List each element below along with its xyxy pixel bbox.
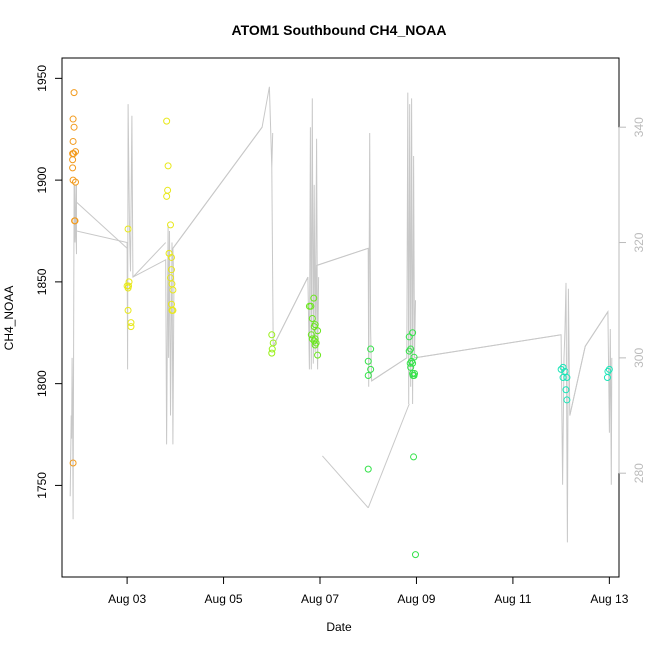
y-tick-label: 1900 [35,166,49,193]
data-point [405,333,413,341]
data-point [364,372,372,380]
data-point [308,315,316,323]
y2-tick-label: 340 [632,117,646,137]
data-point [559,374,567,382]
data-point [167,221,175,229]
secondary-line-connector [367,403,410,508]
y2-tick-label: 300 [632,348,646,368]
data-point [70,123,78,131]
data-point [410,372,418,380]
data-point [367,365,375,373]
x-tick-label: Aug 05 [205,592,243,606]
data-point [557,365,565,373]
data-point [163,192,171,200]
data-point [169,286,177,294]
y2-tick-label: 280 [632,463,646,483]
x-tick-label: Aug 07 [301,592,339,606]
data-point [605,365,613,373]
data-point [72,178,80,186]
secondary-line-connector [315,247,369,267]
data-point [167,266,175,274]
data-point [127,323,135,331]
y-axis: 1750 1800 1850 1900 1950 [35,65,63,499]
data-point [409,359,417,367]
data-point [307,302,315,310]
data-point [69,115,77,123]
secondary-line-connector [584,311,609,347]
data-point [70,89,78,97]
secondary-line-connector [172,126,263,249]
y-tick-label: 1800 [35,370,49,397]
data-point [314,327,322,335]
data-point [405,347,413,355]
data-point [407,363,415,371]
data-point [69,164,77,172]
y-tick-label: 1750 [35,472,49,499]
data-point [407,345,415,353]
data-point [69,459,77,467]
data-point [364,357,372,365]
secondary-line-connector [569,346,586,416]
data-point [310,337,318,345]
data-point [125,282,133,290]
data-point [163,117,171,125]
data-point [167,253,175,261]
data-point [311,341,319,349]
data-point [563,374,571,382]
secondary-line-connector [76,201,128,249]
y-tick-label: 1850 [35,268,49,295]
data-point [310,294,318,302]
secondary-line-connector [414,334,562,359]
data-point [71,217,79,225]
data-point [308,335,316,343]
secondary-line-connector [132,242,167,278]
x-tick-label: Aug 03 [108,592,146,606]
y-tick-label: 1950 [35,65,49,92]
secondary-line-connector [272,276,309,347]
data-point [164,162,172,170]
data-point [367,345,375,353]
data-point [364,465,372,473]
data-point [562,386,570,394]
data-point [406,359,414,367]
data-point [127,319,135,327]
data-points [69,89,613,559]
x-tick-label: Aug 09 [397,592,435,606]
y2-axis: 280 300 320 340 [618,117,646,483]
data-point [603,374,611,382]
chart-title: ATOM1 Southbound CH4_NOAA [232,22,447,38]
data-point [314,351,322,359]
data-point [410,453,418,461]
data-point [69,137,77,145]
data-point [307,331,315,339]
x-tick-label: Aug 13 [590,592,628,606]
data-point [268,345,276,353]
secondary-line-connector [322,455,369,509]
data-point [168,306,176,314]
data-point [310,323,318,331]
data-point [559,363,567,371]
data-point [124,306,132,314]
data-point [268,349,276,357]
x-axis-label: Date [326,620,352,634]
secondary-line-layer [69,86,613,543]
data-point [563,396,571,404]
y-axis-label: CH4_NOAA [2,286,16,351]
data-point [409,329,417,337]
data-point [268,331,276,339]
secondary-line-connector [371,357,408,382]
data-point [124,225,132,233]
data-point [561,367,569,375]
x-tick-label: Aug 11 [494,592,531,606]
data-point [411,551,419,559]
x-axis: Aug 03 Aug 05 Aug 07 Aug 09 Aug 11 Aug 13 [108,576,629,606]
data-point [69,156,77,164]
y2-tick-label: 320 [632,232,646,252]
